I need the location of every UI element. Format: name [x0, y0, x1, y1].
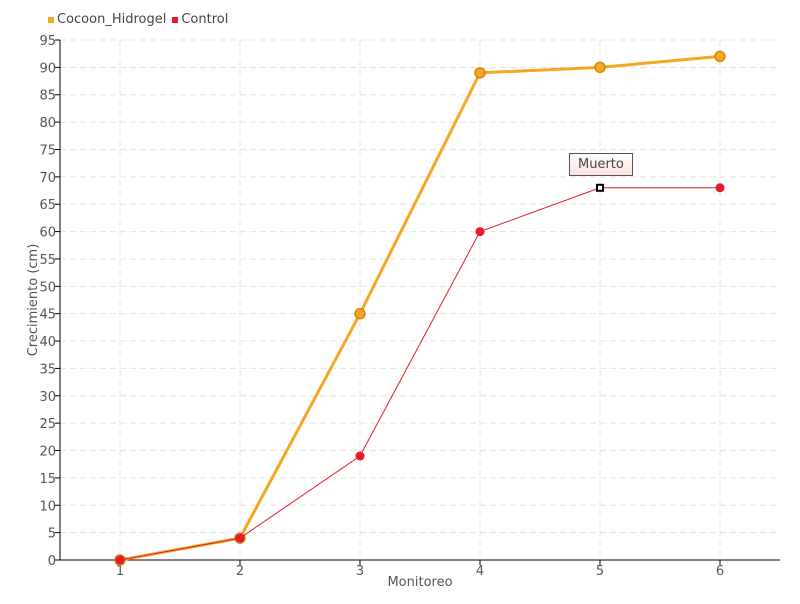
legend-item[interactable]: Control	[172, 12, 228, 27]
x-tick-label: 3	[356, 564, 364, 579]
x-tick-label: 6	[716, 564, 724, 579]
data-point-cocoon_hidrogel	[594, 61, 606, 74]
y-tick-label: 75	[39, 143, 56, 158]
legend-label: Cocoon_Hidrogel	[57, 12, 167, 27]
legend-item[interactable]: Cocoon_Hidrogel	[48, 12, 166, 27]
legend-label: Control	[181, 12, 229, 27]
y-tick-label: 0	[48, 554, 56, 569]
y-tick-label: 25	[39, 417, 56, 432]
data-point-control	[715, 183, 725, 193]
x-tick-label: 1	[116, 564, 124, 579]
y-tick-label: 15	[39, 472, 56, 487]
y-tick-label: 20	[39, 445, 56, 460]
data-point-control	[115, 555, 125, 565]
y-tick-label: 5	[48, 527, 56, 542]
data-point-cocoon_hidrogel	[714, 50, 726, 63]
y-tick-label: 40	[39, 335, 56, 350]
legend: Cocoon_Hidrogel Control	[48, 12, 228, 27]
x-axis-label: Monitoreo	[387, 575, 452, 590]
data-point-cocoon_hidrogel	[354, 307, 366, 320]
data-point-control	[475, 227, 485, 237]
data-point-control	[235, 533, 245, 543]
tooltip-muerto: Muerto	[569, 152, 633, 176]
data-point-cocoon_hidrogel	[474, 67, 486, 79]
y-tick-label: 55	[39, 253, 56, 268]
y-tick-label: 80	[39, 116, 56, 131]
x-tick-label: 2	[236, 564, 244, 579]
x-tick-label: 4	[476, 564, 484, 579]
y-tick-label: 50	[39, 280, 56, 295]
legend-swatch	[172, 16, 179, 23]
series-line-cocoon_hidrogel	[119, 54, 721, 562]
y-tick-label: 60	[39, 226, 56, 241]
y-tick-label: 35	[39, 362, 56, 377]
y-tick-label: 90	[39, 61, 56, 76]
y-axis-label: Crecimiento (cm)	[26, 244, 41, 357]
series-line-control	[119, 187, 720, 561]
data-point-control	[355, 451, 365, 461]
y-tick-label: 10	[39, 499, 56, 514]
y-tick-label: 30	[39, 390, 56, 405]
x-tick-label: 5	[596, 564, 604, 579]
y-tick-label: 65	[39, 198, 56, 213]
y-tick-label: 45	[39, 308, 56, 323]
y-tick-label: 70	[39, 171, 56, 186]
y-tick-label: 85	[39, 89, 56, 104]
data-point-annotated	[596, 183, 604, 192]
legend-swatch	[48, 16, 54, 23]
y-tick-label: 95	[39, 34, 56, 49]
